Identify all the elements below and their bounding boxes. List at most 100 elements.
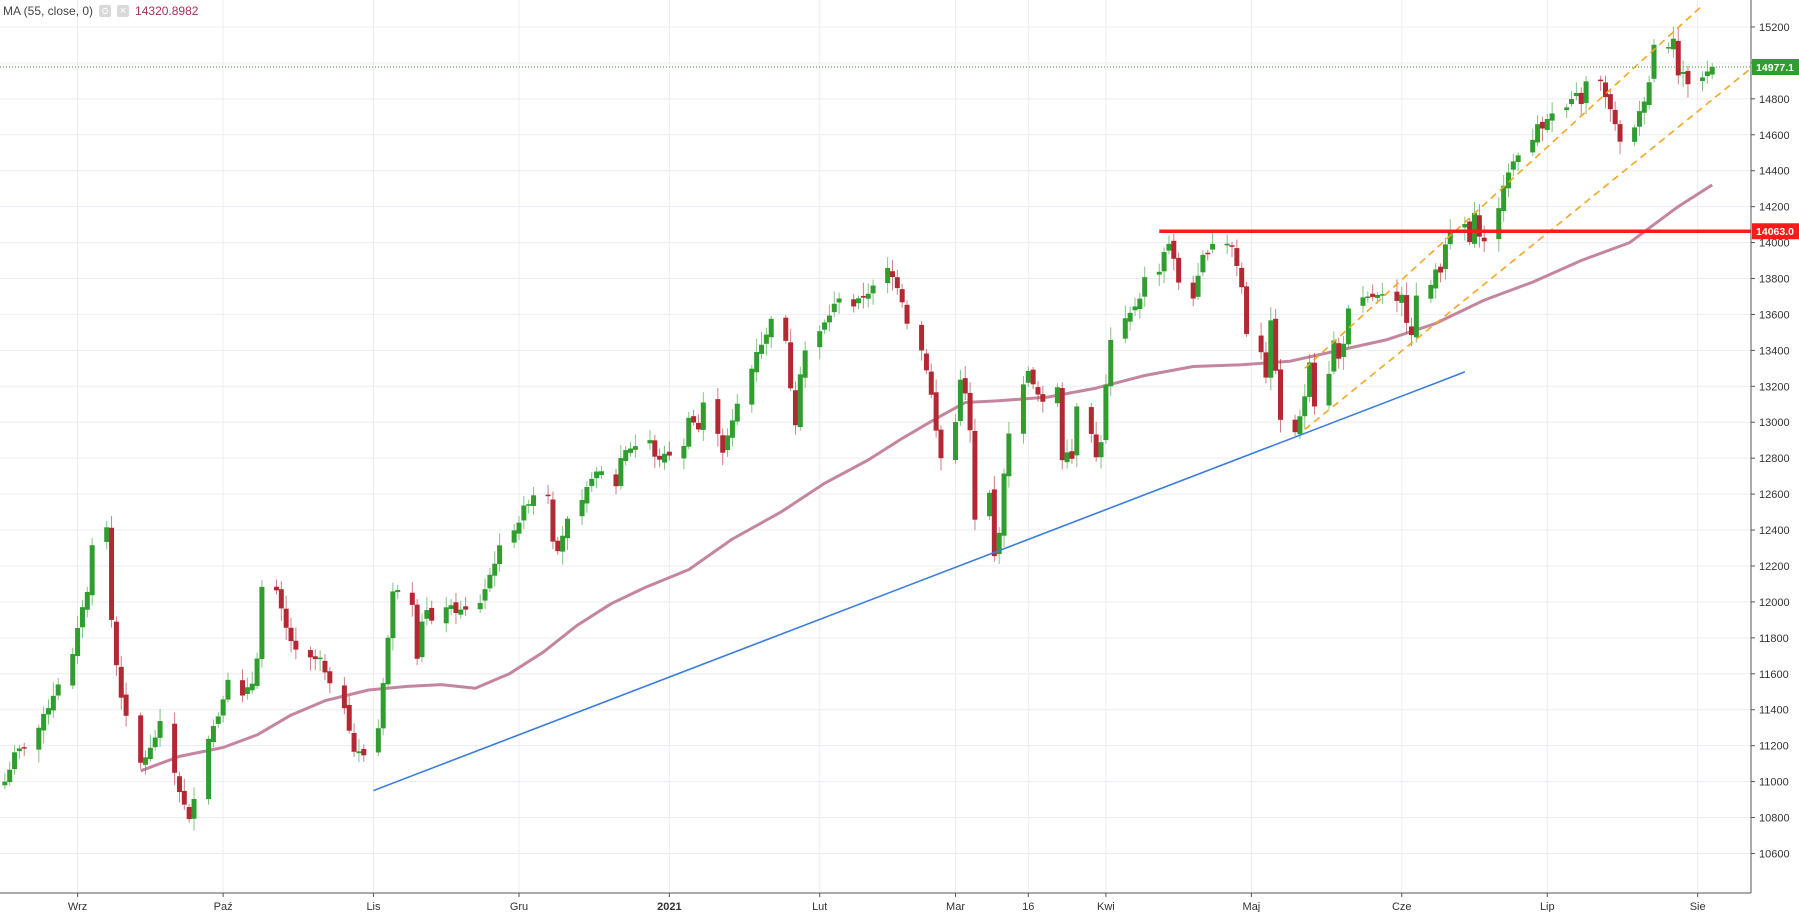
candle-up [143,757,149,765]
candle-up [75,627,81,656]
candle-up [700,402,706,430]
candle-up [986,492,992,517]
y-tick-label: 13600 [1759,309,1790,321]
price-axis[interactable]: 10600 10800 11000 11200 11400 11600 11800 12000… [1751,22,1790,861]
candle-up [516,522,522,534]
indicator-legend[interactable]: MA (55, close, 0) × 14320.8982 [3,4,198,18]
candle-down [453,602,459,614]
candle-up [1054,387,1060,404]
candle-down [894,277,900,289]
y-tick-label: 10600 [1759,848,1790,860]
candle-up [589,478,595,487]
candle-up [210,725,216,743]
candle-down [1598,79,1604,82]
candle-down [720,435,726,453]
candle-down [788,342,794,389]
candle-up [1156,271,1162,275]
candle-up [797,374,803,428]
candle-up [531,495,537,506]
candle-up [152,737,158,748]
candle-down [293,640,299,650]
candle-up [1447,231,1453,245]
candle-up [1699,77,1705,82]
candle-up [41,713,47,731]
candle-up [584,487,590,504]
x-tick-label: Paź [214,901,233,912]
candle-up [623,450,629,461]
candle-down [666,451,672,456]
candle-down [1069,451,1075,459]
channel-upper-line [1304,4,1704,369]
candle-up [831,303,837,313]
y-tick-label: 13200 [1759,381,1790,393]
candle-down [414,604,420,659]
candle-down [860,295,866,298]
candle-up [802,350,808,378]
candle-up [598,471,604,476]
candle-up [1573,92,1579,97]
candle-up [1025,370,1031,383]
candle-up [1001,473,1007,536]
candle-down [1273,318,1279,371]
y-tick-label: 12000 [1759,597,1790,609]
candle-up [1583,81,1589,104]
candle-down [1040,394,1046,402]
candle-down [1035,387,1041,395]
gear-icon[interactable] [99,5,112,17]
drawings[interactable] [0,4,1752,792]
candle-up [1375,294,1381,299]
candle-down [1685,70,1691,85]
close-icon[interactable]: × [117,5,130,17]
candle-up [1341,343,1347,357]
candle-up [768,318,774,338]
time-axis[interactable]: Wrz Paź Lis Gru 2021 Lut Mar 16 Kwi Maj Cze Lip Sie [68,893,1706,912]
candle-down [652,440,658,457]
candle-up [424,610,430,619]
last-price-badge-label: 14977.1 [1756,62,1794,74]
candle-down [545,494,551,497]
y-tick-label: 14800 [1759,94,1790,106]
candle-down [1602,82,1608,98]
candle-up [1501,185,1507,212]
candle-down [322,660,328,673]
candle-up [487,574,493,589]
y-tick-label: 14000 [1759,238,1790,250]
candle-up [259,586,265,659]
candle-up [1098,442,1104,458]
y-tick-label: 11600 [1759,669,1789,681]
candle-up [1166,243,1172,251]
candle-up [1020,384,1026,434]
candle-up [1132,306,1138,311]
candle-down [1093,434,1099,458]
candle-up [1442,244,1448,270]
candle-up [191,798,197,819]
candle-up [865,293,871,299]
y-tick-label: 12800 [1759,453,1790,465]
candle-up [375,728,381,753]
candle-down [1171,240,1177,259]
candle-down [409,592,415,605]
candle-up [36,727,42,750]
candle-down [962,378,968,394]
candle-down [361,748,367,756]
axes [0,0,1752,894]
last-price-badge-bg [1752,59,1799,76]
candle-up [749,368,755,405]
candle-down [613,474,619,487]
candle-up [1428,284,1434,299]
y-tick-label: 14200 [1759,202,1790,214]
candle-up [419,621,425,658]
candle-down [967,392,973,431]
candle-up [390,591,396,639]
candle-up [1530,139,1536,153]
candle-down [695,422,701,430]
candle-up [12,752,18,770]
candle-up [1549,113,1555,121]
x-tick-label: Wrz [68,901,87,912]
candle-down [1311,362,1317,407]
candle-down [657,455,663,460]
candle-down [118,666,124,698]
candle-up [1137,298,1143,310]
candle-down [715,399,721,434]
